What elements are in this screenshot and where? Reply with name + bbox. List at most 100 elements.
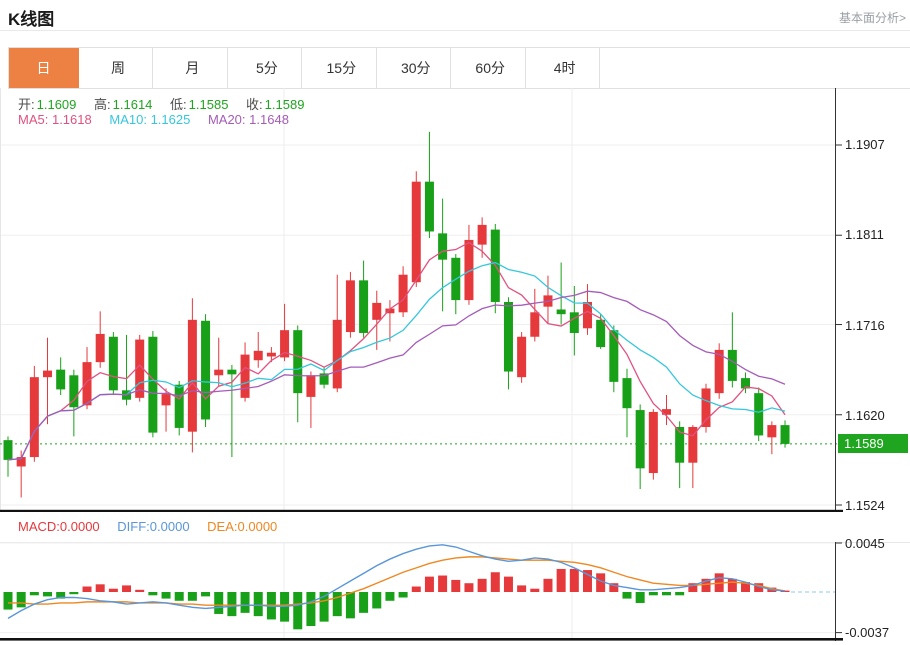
- candles: [3, 131, 790, 498]
- candle-body-up: [29, 377, 39, 458]
- chart-bottom-border: [0, 509, 843, 512]
- macd-bar-negative: [201, 592, 211, 597]
- candle-body-up: [372, 302, 382, 320]
- macd-bar-negative: [319, 592, 329, 622]
- tab-5min[interactable]: 5分: [232, 48, 303, 88]
- interval-tabbar: 日 周 月 5分 15分 30分 60分 4时: [8, 47, 910, 89]
- candle-body-down: [780, 425, 790, 444]
- macd-bar-negative: [372, 592, 382, 609]
- fundamental-analysis-link[interactable]: 基本面分析>: [838, 11, 906, 25]
- ma5-line: [7, 241, 786, 461]
- candle-body-up: [214, 369, 224, 376]
- macd-bar-positive: [741, 582, 751, 592]
- macd-bar-negative: [306, 592, 316, 627]
- macd-bar-negative: [622, 592, 632, 599]
- macd-bar-positive: [477, 578, 487, 592]
- macd-bar-negative: [161, 592, 171, 599]
- ma-readout: MA5: 1.1618 MA10: 1.1625 MA20: 1.1648: [18, 112, 303, 127]
- macd-bar-positive: [688, 583, 698, 592]
- candle-body-up: [306, 375, 316, 397]
- tab-15min[interactable]: 15分: [307, 48, 377, 88]
- candle-body-down: [741, 378, 751, 389]
- current-price-badge: 1.1589: [838, 434, 908, 453]
- candle-body-up: [16, 457, 26, 467]
- tab-30min[interactable]: 30分: [381, 48, 452, 88]
- candle-body-up: [517, 336, 527, 378]
- macd-bar-positive: [411, 586, 421, 592]
- macd-bar-negative: [148, 592, 158, 596]
- close-value: 1.1589: [264, 97, 305, 112]
- macd-bar-negative: [332, 592, 342, 617]
- macd-bar-positive: [503, 576, 513, 592]
- macd-bar-positive: [556, 568, 566, 592]
- macd-bar-negative: [675, 592, 685, 596]
- tab-month[interactable]: 月: [158, 48, 228, 88]
- macd-bar-negative: [345, 592, 355, 619]
- candlestick-chart[interactable]: 开: 1.1609 高: 1.1614 低: 1.1585 收: 1.1589 MA5:…: [0, 88, 910, 512]
- candle-body-down: [438, 233, 448, 260]
- candle-body-down: [675, 426, 685, 463]
- tab-60min[interactable]: 60分: [456, 48, 526, 88]
- price-tick-4: 1.1620: [845, 408, 885, 423]
- price-tick-5: 1.1524: [845, 498, 885, 513]
- macd-chart[interactable]: [0, 542, 910, 645]
- candle-body-up: [464, 239, 474, 301]
- candle-body-down: [69, 375, 79, 408]
- macd-canvas[interactable]: [0, 542, 910, 645]
- tab-day[interactable]: 日: [9, 48, 79, 88]
- macd-bar-positive: [424, 576, 434, 592]
- candle-body-up: [161, 394, 171, 406]
- ma5-label: MA5:: [18, 112, 49, 127]
- candlestick-canvas[interactable]: [0, 88, 910, 512]
- candle-body-down: [108, 336, 118, 391]
- ma20-line: [7, 290, 786, 461]
- high-value: 1.1614: [112, 97, 153, 112]
- candle-body-up: [135, 339, 145, 398]
- macd-bar-positive: [108, 588, 118, 592]
- candle-body-down: [174, 384, 184, 428]
- candle-body-down: [424, 181, 434, 232]
- candle-body-down: [227, 369, 237, 375]
- macd-bar-negative: [187, 592, 197, 601]
- candle-body-down: [3, 440, 13, 460]
- macd-bar-negative: [293, 592, 303, 630]
- ohlc-readout: 开: 1.1609 高: 1.1614 低: 1.1585 收: 1.1589: [18, 94, 318, 113]
- macd-bar-negative: [3, 592, 13, 610]
- tab-week[interactable]: 周: [83, 48, 154, 88]
- candle-body-down: [319, 373, 329, 385]
- macd-bar-positive: [82, 586, 92, 592]
- ma20-value: 1.1648: [249, 112, 289, 127]
- macd-readout: MACD:0.0000 DIFF:0.0000 DEA:0.0000: [0, 512, 910, 543]
- ma10-line: [7, 261, 786, 461]
- macd-label: MACD:: [18, 519, 60, 534]
- candle-body-down: [201, 320, 211, 420]
- dea-label: DEA:: [207, 519, 238, 534]
- ma10-value: 1.1625: [150, 112, 191, 127]
- page-header: K线图 基本面分析>: [0, 0, 910, 30]
- candle-body-down: [569, 312, 579, 333]
- candle-body-up: [701, 388, 711, 427]
- dea-line: [8, 556, 786, 606]
- candle-body-up: [688, 426, 698, 463]
- candle-body-up: [82, 362, 92, 406]
- low-label: 低:: [170, 97, 187, 112]
- candle-body-down: [503, 301, 513, 372]
- macd-bar-positive: [569, 568, 579, 592]
- macd-bar-negative: [648, 592, 658, 596]
- macd-bar-negative: [635, 592, 645, 603]
- candle-body-down: [293, 330, 303, 394]
- tab-4hour[interactable]: 4时: [530, 48, 601, 88]
- candle-body-down: [148, 336, 158, 433]
- macd-bar-negative: [240, 592, 250, 613]
- diff-line: [7, 544, 786, 619]
- low-value: 1.1585: [188, 97, 229, 112]
- candle-body-up: [187, 319, 197, 432]
- candle-body-up: [477, 224, 487, 245]
- dea-value: 0.0000: [237, 519, 278, 534]
- candle-body-up: [530, 312, 540, 337]
- macd-bar-negative: [174, 592, 184, 601]
- candle-body-down: [754, 393, 764, 436]
- candle-body-down: [635, 410, 645, 469]
- macd-bar-positive: [95, 584, 105, 592]
